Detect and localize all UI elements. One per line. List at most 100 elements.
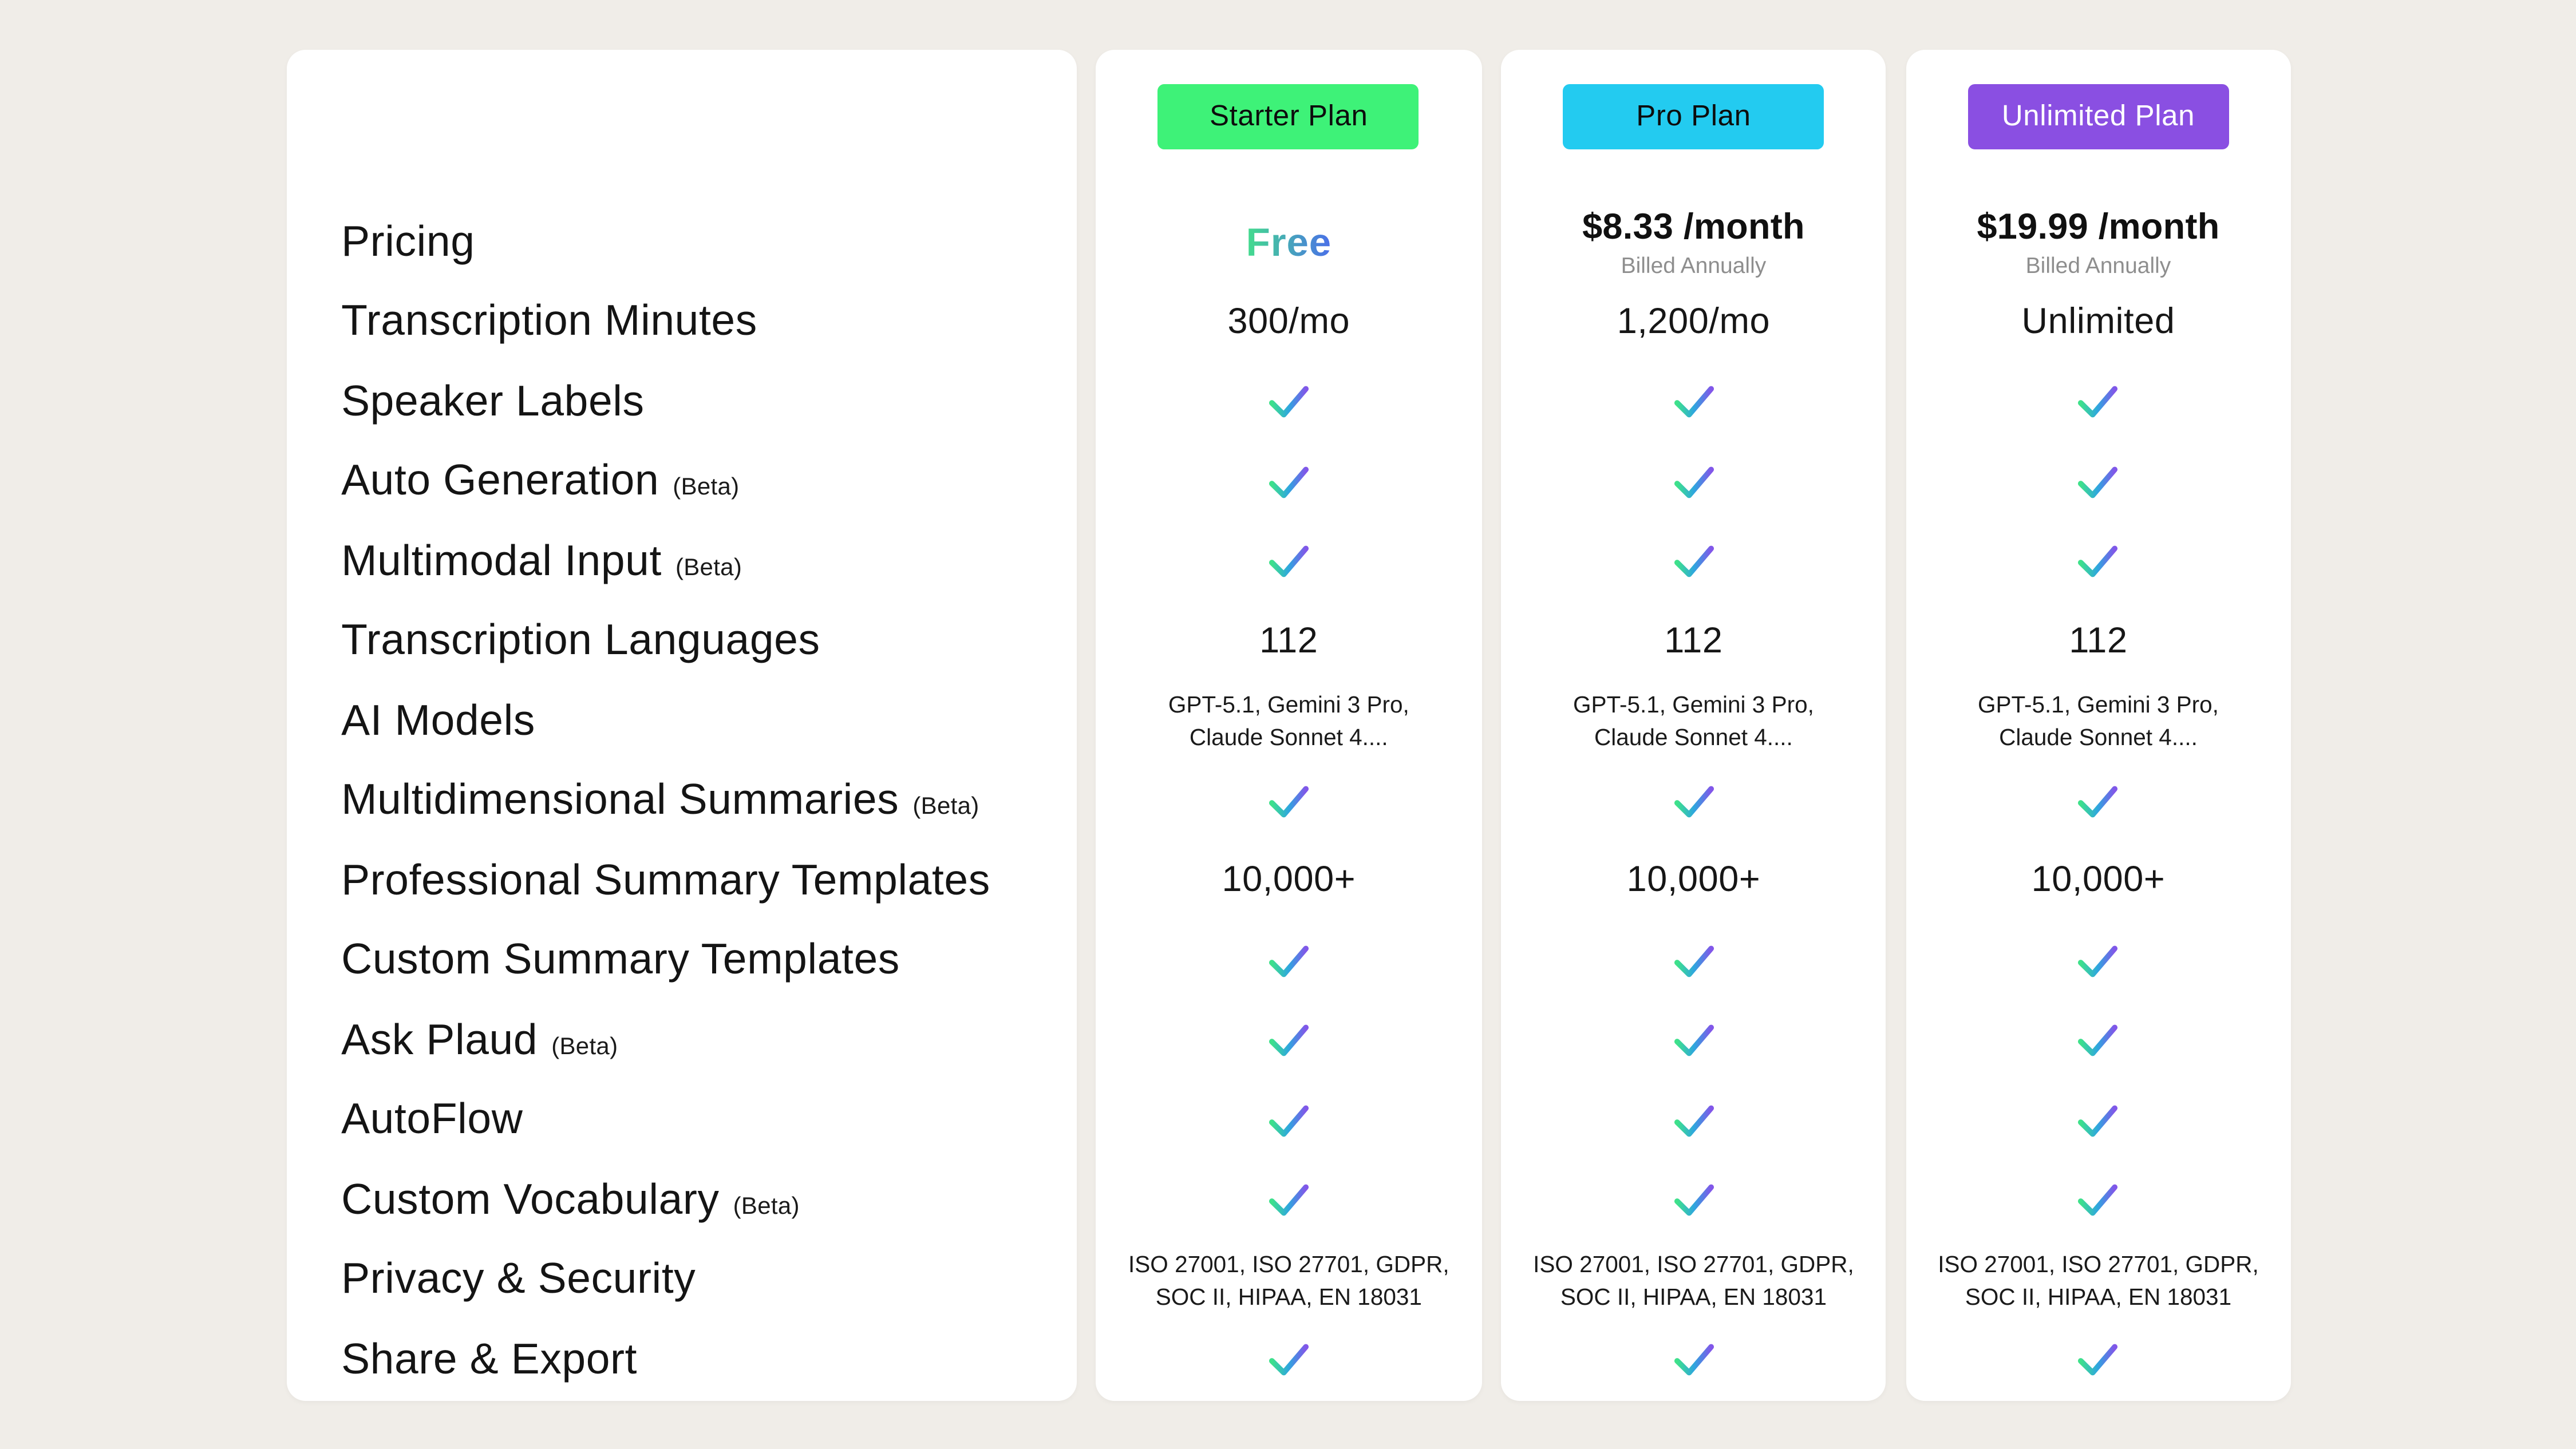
plan-row [1906,362,2291,442]
plan-row [1906,442,2291,522]
feature-row: Multimodal Input (Beta) [286,522,1076,602]
plan-detail: ISO 27001, ISO 27701, GDPR, SOC II, HIPAA… [1533,1248,1854,1313]
plan-card-starter: Starter Plan Free 300/mo 112 GPT-5.1, Gemin… [1096,50,1481,1401]
plan-row [1906,1161,2291,1241]
feature-row: Transcription Languages [286,602,1076,682]
billing-cycle: Billed Annually [1621,252,1767,278]
check-icon [1673,1104,1713,1137]
plan-value: 1,200/mo [1617,302,1771,342]
plan-row [1906,921,2291,1001]
plan-card-header: Starter Plan [1096,50,1481,203]
plan-row: $8.33 /month Billed Annually [1501,203,1886,283]
plan-row: ISO 27001, ISO 27701, GDPR, SOC II, HIPAA… [1501,1241,1886,1321]
check-icon [1673,386,1713,418]
check-icon [1269,466,1309,498]
plan-row [1501,1001,1886,1081]
plan-row: 10,000+ [1501,841,1886,921]
plan-row [1096,1001,1481,1081]
plan-row [1906,1081,2291,1161]
plan-row [1096,921,1481,1001]
plan-row [1501,1081,1886,1161]
detail-line: SOC II, HIPAA, EN 18031 [1155,1284,1422,1310]
plan-row [1501,921,1886,1001]
feature-row: Auto Generation (Beta) [286,442,1076,522]
plan-row [1501,1161,1886,1241]
check-icon [1673,466,1713,498]
plan-value: 112 [2069,621,2128,661]
billing-cycle: Billed Annually [2025,252,2171,278]
starter-plan-badge[interactable]: Starter Plan [1158,83,1420,149]
feature-rows: Pricing Transcription Minutes Speaker Labe… [286,203,1076,1400]
plan-value: 300/mo [1227,302,1350,342]
feature-row: AutoFlow [286,1081,1076,1161]
plan-value: 112 [1664,621,1723,661]
beta-tag: (Beta) [912,791,979,819]
check-icon [1269,1185,1309,1217]
free-price: Free [1246,219,1332,266]
plan-card-pro: Pro Plan $8.33 /month Billed Annually 1,20… [1501,50,1886,1401]
plan-value: 112 [1259,621,1318,661]
price-amount: $19.99 /month [1977,207,2220,247]
detail-line: ISO 27001, ISO 27701, GDPR, [1938,1250,2259,1277]
check-icon [1269,546,1309,578]
detail-line: Claude Sonnet 4.... [1999,724,2198,751]
check-icon [1269,386,1309,418]
feature-row: Transcription Minutes [286,283,1076,363]
check-icon [2078,466,2119,498]
plan-row: $19.99 /month Billed Annually [1906,203,2291,283]
detail-line: SOC II, HIPAA, EN 18031 [1560,1284,1827,1310]
check-icon [2078,546,2119,578]
feature-row: Multidimensional Summaries (Beta) [286,762,1076,842]
feature-label: Ask Plaud (Beta) [341,1016,618,1064]
plan-row: 112 [1096,602,1481,682]
feature-label: Share & Export [341,1335,638,1384]
check-icon [1673,945,1713,977]
detail-line: GPT-5.1, Gemini 3 Pro, [1978,692,2219,718]
feature-card-header-spacer [286,50,1076,203]
plan-value: 10,000+ [1222,860,1356,900]
unlimited-plan-rows: $19.99 /month Billed Annually Unlimited 112… [1906,203,2291,1400]
pro-plan-badge[interactable]: Pro Plan [1563,83,1824,149]
check-icon [1673,1344,1713,1376]
check-icon [2078,945,2119,977]
check-icon [1673,1025,1713,1057]
plan-row: GPT-5.1, Gemini 3 Pro, Claude Sonnet 4...… [1906,682,2291,762]
feature-label: Multidimensional Summaries (Beta) [341,776,979,825]
beta-tag: (Beta) [551,1031,618,1059]
feature-row: Share & Export [286,1320,1076,1400]
plan-row [1096,1161,1481,1241]
plan-row [1096,1081,1481,1161]
plan-card-header: Unlimited Plan [1906,50,2291,203]
plan-row [1096,362,1481,442]
plan-row: ISO 27001, ISO 27701, GDPR, SOC II, HIPAA… [1096,1241,1481,1321]
plan-value: Unlimited [2021,302,2175,342]
detail-line: Claude Sonnet 4.... [1189,724,1388,751]
plan-row: ISO 27001, ISO 27701, GDPR, SOC II, HIPAA… [1906,1241,2291,1321]
beta-tag: (Beta) [673,472,740,500]
feature-row: Custom Summary Templates [286,921,1076,1001]
plan-detail: GPT-5.1, Gemini 3 Pro, Claude Sonnet 4...… [1168,688,1409,754]
plan-row: 1,200/mo [1501,283,1886,363]
unlimited-plan-badge[interactable]: Unlimited Plan [1967,83,2229,149]
check-icon [1673,785,1713,817]
price-block: $8.33 /month Billed Annually [1582,207,1805,278]
plan-detail: ISO 27001, ISO 27701, GDPR, SOC II, HIPAA… [1938,1248,2259,1313]
plan-row: 10,000+ [1906,841,2291,921]
check-icon [1269,785,1309,817]
feature-label: Pricing [341,217,475,266]
plan-row [1096,522,1481,602]
check-icon [1673,1185,1713,1217]
plan-card-unlimited: Unlimited Plan $19.99 /month Billed Annua… [1906,50,2291,1401]
feature-row: Custom Vocabulary (Beta) [286,1161,1076,1241]
feature-label: Multimodal Input (Beta) [341,537,742,585]
detail-line: GPT-5.1, Gemini 3 Pro, [1573,692,1814,718]
plan-row: 112 [1906,602,2291,682]
detail-line: ISO 27001, ISO 27701, GDPR, [1533,1250,1854,1277]
plan-detail: GPT-5.1, Gemini 3 Pro, Claude Sonnet 4...… [1573,688,1814,754]
check-icon [2078,1344,2119,1376]
plan-row [1096,762,1481,842]
plan-detail: GPT-5.1, Gemini 3 Pro, Claude Sonnet 4...… [1978,688,2219,754]
plan-value: 10,000+ [1626,860,1761,900]
plan-row [1501,362,1886,442]
